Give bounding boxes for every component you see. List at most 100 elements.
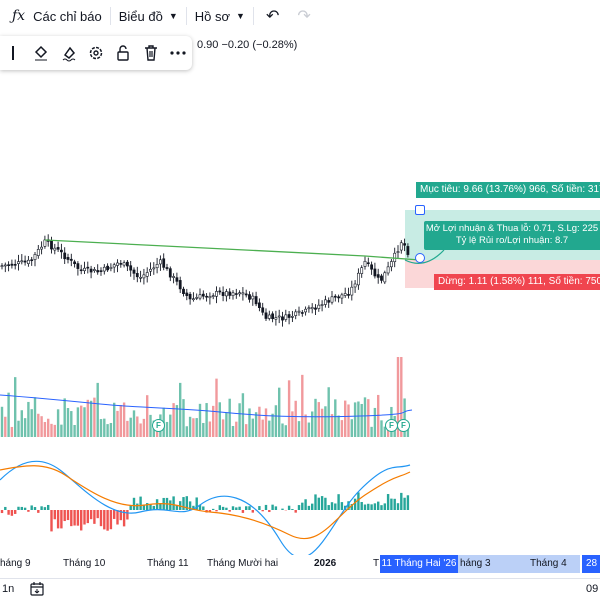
volume-bar [90, 401, 92, 437]
event-marker[interactable]: F [397, 419, 410, 432]
candle-body [324, 300, 326, 305]
candle-body [209, 296, 211, 297]
calendar-icon[interactable] [30, 582, 44, 599]
open-pnl-label[interactable]: Mở Lợi nhuận & Thua lỗ: 0.71, S.Lg: 225 … [424, 221, 600, 250]
entry-handle[interactable] [415, 253, 425, 263]
volume-bar [1, 407, 3, 437]
lock-icon[interactable] [113, 43, 133, 63]
candle-body [54, 248, 56, 250]
macd-histogram-bar [374, 503, 376, 510]
candle-body [367, 263, 369, 264]
candle-body [248, 295, 250, 300]
target-handle[interactable] [415, 205, 425, 215]
macd-histogram-bar [308, 506, 310, 510]
macd-histogram-bar [232, 506, 234, 510]
candle-body [275, 318, 277, 320]
candle-body [27, 260, 29, 263]
volume-bar [57, 409, 59, 437]
candle-body [14, 264, 16, 265]
volume-bar [113, 403, 115, 437]
candle-body [159, 260, 161, 264]
separator [186, 7, 187, 25]
macd-histogram-bar [7, 510, 9, 515]
delete-icon[interactable] [141, 43, 161, 63]
candle-body [321, 304, 323, 305]
volume-bar [328, 387, 330, 437]
candle-body [268, 315, 270, 318]
volume-bar [44, 422, 46, 437]
volume-bar [235, 422, 237, 437]
settings-icon[interactable] [86, 43, 106, 63]
candle-body [173, 276, 175, 277]
macd-histogram-bar [77, 510, 79, 526]
candle-body [130, 266, 132, 271]
candle-body [407, 246, 409, 254]
macd-histogram-bar [384, 503, 386, 510]
candle-body [169, 269, 171, 277]
candle-body [17, 262, 19, 264]
candle-body [334, 296, 336, 297]
candle-body [1, 266, 3, 267]
candle-body [404, 244, 406, 246]
macd-histogram-bar [103, 510, 105, 529]
candle-body [245, 294, 247, 295]
stop-label[interactable]: Dừng: 1.11 (1.58%) 111, Số tiền: 750 [434, 274, 600, 290]
volume-bar [106, 424, 108, 437]
candle-body [80, 270, 82, 271]
volume-bar [64, 398, 66, 437]
candle-body [74, 262, 76, 264]
volume-bar [70, 411, 72, 437]
candle-body [57, 247, 59, 249]
macd-histogram-bar [268, 510, 270, 512]
volume-bar [238, 403, 240, 437]
macd-histogram-bar [212, 509, 214, 510]
candle-body [123, 263, 125, 265]
macd-histogram-bar [97, 510, 99, 518]
undo-icon[interactable]: ↶ [266, 0, 279, 32]
fill-color-icon[interactable] [31, 43, 51, 63]
profile-button[interactable]: Hồ sơ ▼ [195, 0, 245, 32]
macd-histogram-bar [314, 494, 316, 510]
volume-bar [54, 425, 56, 437]
event-marker[interactable]: F [152, 419, 165, 432]
line-icon[interactable] [4, 43, 24, 63]
volume-bar [116, 411, 118, 437]
candle-body [328, 300, 330, 302]
macd-histogram-bar [301, 503, 303, 510]
indicators-button[interactable]: ƒx Các chỉ báo [12, 0, 102, 32]
candle-body [110, 267, 112, 268]
redo-icon[interactable]: ↷ [297, 0, 310, 32]
volume-bar [318, 402, 320, 437]
macd-histogram-bar [60, 510, 62, 528]
macd-histogram-bar [364, 504, 366, 510]
more-icon[interactable] [168, 43, 188, 63]
volume-bar [31, 409, 33, 437]
candle-body [34, 254, 36, 259]
macd-histogram-bar [110, 510, 112, 529]
volume-bar [60, 425, 62, 437]
text-color-icon[interactable] [59, 43, 79, 63]
candle-body [331, 297, 333, 302]
macd-histogram-bar [40, 506, 42, 510]
candle-body [215, 291, 217, 296]
charts-button[interactable]: Biểu đồ ▼ [119, 0, 178, 32]
volume-bar [248, 408, 250, 437]
candle-body [357, 273, 359, 285]
volume-bar [361, 404, 363, 437]
profile-label: Hồ sơ [195, 9, 230, 24]
candle-body [179, 280, 181, 289]
candle-body [344, 293, 346, 295]
macd-histogram-bar [34, 507, 36, 510]
macd-histogram-bar [291, 509, 293, 510]
volume-bar [209, 422, 211, 437]
candle-body [116, 263, 118, 266]
macd-histogram-bar [334, 503, 336, 510]
macd-histogram-bar [311, 504, 313, 510]
candle-body [64, 253, 66, 259]
candle-body [90, 269, 92, 272]
timeframe-button[interactable]: 1n [2, 583, 14, 595]
macd-histogram-bar [24, 508, 26, 510]
target-label[interactable]: Mục tiêu: 9.66 (13.76%) 966, Số tiền: 31… [416, 182, 600, 198]
macd-histogram-bar [169, 500, 171, 510]
